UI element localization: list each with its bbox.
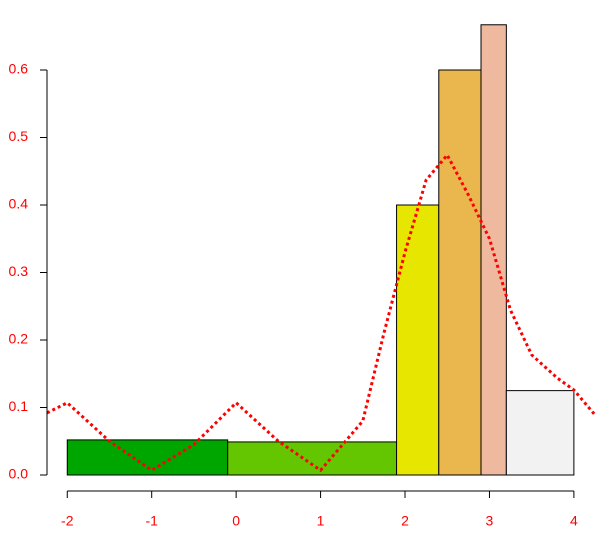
y-tick-label: 0.2 <box>9 331 29 347</box>
y-tick-label: 0.3 <box>9 263 29 279</box>
y-tick-label: 0.1 <box>9 398 29 414</box>
x-tick-label: 2 <box>401 513 409 529</box>
x-tick-label: -1 <box>145 513 158 529</box>
x-tick-label: 0 <box>232 513 240 529</box>
y-tick-label: 0.0 <box>9 466 29 482</box>
y-tick-label: 0.6 <box>9 61 29 77</box>
bar <box>505 390 575 476</box>
y-tick-label: 0.4 <box>9 196 29 212</box>
bar <box>227 441 398 476</box>
density-line <box>46 152 597 473</box>
x-tick-label: 4 <box>570 513 578 529</box>
bar <box>396 204 440 476</box>
x-tick-label: -2 <box>61 513 74 529</box>
bar <box>438 69 482 476</box>
x-tick-label: 3 <box>486 513 494 529</box>
y-tick-label: 0.5 <box>9 128 29 144</box>
x-tick-label: 1 <box>317 513 325 529</box>
bar <box>66 439 229 476</box>
